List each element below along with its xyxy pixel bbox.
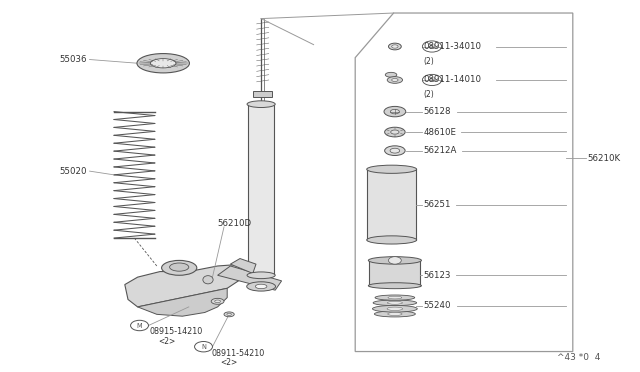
Ellipse shape	[227, 313, 232, 315]
Ellipse shape	[367, 236, 417, 244]
Text: (2): (2)	[424, 57, 435, 66]
Ellipse shape	[137, 54, 189, 73]
Ellipse shape	[388, 43, 401, 50]
Text: 08915-14210: 08915-14210	[150, 327, 203, 336]
Text: <2>: <2>	[159, 337, 176, 346]
Ellipse shape	[390, 148, 399, 153]
Text: N: N	[429, 77, 435, 83]
Text: (2): (2)	[424, 90, 435, 99]
Ellipse shape	[387, 77, 403, 83]
Ellipse shape	[372, 305, 417, 312]
Text: M: M	[137, 323, 142, 328]
Ellipse shape	[387, 307, 403, 310]
Text: N: N	[201, 344, 206, 350]
Text: <2>: <2>	[220, 358, 237, 367]
Ellipse shape	[392, 78, 398, 81]
Ellipse shape	[162, 260, 197, 275]
Polygon shape	[248, 104, 274, 275]
Text: 48610E: 48610E	[424, 128, 457, 137]
Ellipse shape	[388, 296, 402, 299]
Ellipse shape	[384, 106, 406, 117]
Ellipse shape	[388, 312, 402, 315]
Ellipse shape	[369, 283, 422, 289]
Ellipse shape	[215, 300, 220, 303]
Polygon shape	[125, 264, 250, 307]
Ellipse shape	[224, 312, 234, 317]
Text: N: N	[429, 44, 435, 49]
Polygon shape	[138, 288, 227, 316]
Ellipse shape	[373, 300, 417, 306]
Text: 08911-54210: 08911-54210	[211, 349, 264, 358]
Text: 08911-34010: 08911-34010	[424, 42, 482, 51]
Ellipse shape	[367, 165, 417, 173]
Text: ^43 *0  4: ^43 *0 4	[557, 353, 600, 362]
Ellipse shape	[385, 127, 405, 137]
Polygon shape	[253, 91, 272, 97]
Text: 56251: 56251	[424, 200, 451, 209]
Ellipse shape	[375, 295, 415, 300]
Text: 56212A: 56212A	[424, 146, 457, 155]
Ellipse shape	[150, 59, 176, 68]
Ellipse shape	[385, 146, 405, 155]
Ellipse shape	[390, 109, 399, 114]
Ellipse shape	[255, 284, 267, 289]
Text: 56123: 56123	[424, 271, 451, 280]
Polygon shape	[218, 266, 282, 290]
Ellipse shape	[247, 282, 275, 291]
Text: 55036: 55036	[60, 55, 87, 64]
Ellipse shape	[247, 272, 275, 279]
Ellipse shape	[387, 301, 403, 304]
Ellipse shape	[369, 257, 422, 264]
Text: 56210K: 56210K	[588, 154, 621, 163]
Text: 55020: 55020	[60, 167, 87, 176]
Circle shape	[388, 257, 401, 264]
Polygon shape	[369, 260, 420, 286]
Ellipse shape	[247, 101, 275, 108]
Polygon shape	[367, 169, 416, 240]
Ellipse shape	[385, 72, 397, 77]
Polygon shape	[230, 259, 256, 273]
Ellipse shape	[203, 276, 213, 284]
Ellipse shape	[392, 45, 398, 48]
Ellipse shape	[390, 130, 399, 134]
Ellipse shape	[211, 298, 224, 304]
Text: 56128: 56128	[424, 107, 451, 116]
Ellipse shape	[374, 311, 415, 317]
Text: 55240: 55240	[424, 301, 451, 310]
Ellipse shape	[170, 263, 189, 271]
Text: 56210D: 56210D	[218, 219, 252, 228]
Text: 08911-14010: 08911-14010	[424, 76, 482, 84]
